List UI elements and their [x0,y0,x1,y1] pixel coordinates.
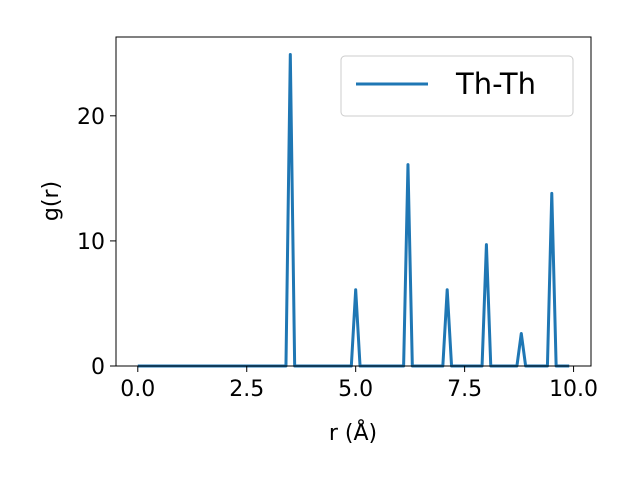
legend-box [340,55,574,117]
legend-label: Th-Th [455,67,536,101]
y-tick-label: 20 [77,105,105,130]
x-axis-label: r (Å) [329,419,377,446]
plot-frame [115,36,592,367]
ticks-layer: 0.0 2.5 5.0 7.5 10.0 0 10 20 [77,105,598,402]
y-axis-label: g(r) [39,181,64,221]
x-tick-label: 2.5 [229,377,264,402]
x-tick-label: 5.0 [338,377,373,402]
legend: Th-Th [340,55,574,117]
y-tick-label: 10 [77,230,105,255]
x-tick-label: 0.0 [120,377,155,402]
x-tick-label: 10.0 [549,377,598,402]
y-tick-label: 0 [91,355,105,380]
x-tick-label: 7.5 [447,377,482,402]
